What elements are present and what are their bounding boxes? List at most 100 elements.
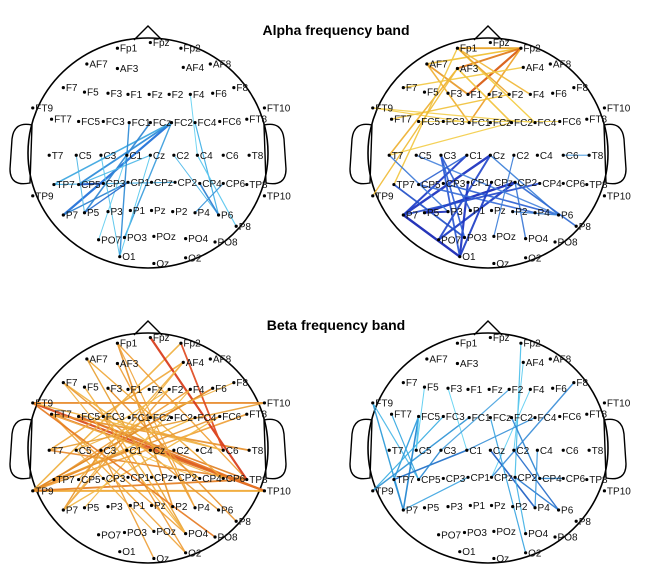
electrode-dot-CP6 <box>221 476 225 481</box>
connection-FT9-FC4 <box>372 107 536 124</box>
electrode-dot-CP2 <box>173 180 177 184</box>
electrode-label-C1: C1 <box>129 151 142 162</box>
electrode-label-T7: T7 <box>392 446 404 457</box>
electrode-dot-AF7 <box>425 62 429 66</box>
electrode-label-C5: C5 <box>419 446 432 457</box>
connection-CP4-C1 <box>126 449 201 479</box>
electrode-label-Fp1: Fp1 <box>460 44 478 55</box>
electrode-label-FC4: FC4 <box>538 118 557 129</box>
connection-O1-CP1 <box>458 181 470 258</box>
electrode-dot-TP8 <box>585 477 589 482</box>
electrode-label-C6: C6 <box>226 446 239 457</box>
electrode-label-P5: P5 <box>427 503 440 514</box>
electrode-label-PO8: PO8 <box>218 238 238 249</box>
electrode-dot-F5 <box>82 90 87 94</box>
connection-Cz-O1 <box>119 154 151 258</box>
electrode-dot-CPz <box>489 180 494 184</box>
connection-F5-C5 <box>415 386 425 451</box>
electrode-dot-F2 <box>507 92 511 96</box>
connection-CP4-P6 <box>198 182 220 216</box>
electrode-dot-PO4 <box>184 237 188 241</box>
electrode-dot-Pz <box>149 208 154 213</box>
electrode-label-FC6: FC6 <box>562 412 581 423</box>
connection-CP6-FT7 <box>50 413 224 480</box>
electrode-dot-CP6 <box>561 181 565 186</box>
electrode-dot-C6 <box>221 448 225 452</box>
electrode-label-CP6: CP6 <box>566 179 586 190</box>
electrode-label-CP4: CP4 <box>202 474 222 485</box>
electrode-label-P4: P4 <box>538 208 551 219</box>
electrode-dot-CP5 <box>77 182 81 187</box>
electrode-label-C3: C3 <box>103 151 116 162</box>
beta-band-title: Beta frequency band <box>266 317 406 333</box>
connection-F4-CPz <box>491 388 531 478</box>
connection-Oz-C3 <box>100 449 155 560</box>
electrode-dot-P6 <box>216 508 221 512</box>
electrode-dot-FC1 <box>127 120 131 125</box>
connection-PO4-CP2 <box>514 181 527 240</box>
electrode-label-F3: F3 <box>451 89 463 100</box>
electrode-label-AF7: AF7 <box>429 354 448 365</box>
connection-P7-C1 <box>402 154 468 216</box>
electrode-label-F7: F7 <box>406 83 418 94</box>
electrode-label-F5: F5 <box>427 88 439 99</box>
electrode-label-P2: P2 <box>515 207 528 218</box>
electrode-label-Oz: Oz <box>156 259 169 270</box>
electrode-dot-PO7 <box>97 533 101 537</box>
electrode-dot-TP8 <box>245 477 249 482</box>
electrode-dot-Cz <box>488 153 492 157</box>
electrode-dot-Cz <box>488 448 492 452</box>
electrode-dot-PO7 <box>437 238 441 242</box>
electrode-dot-F6 <box>211 386 215 390</box>
electrode-label-PO4: PO4 <box>528 234 548 245</box>
connection-CP2-P6 <box>514 476 560 511</box>
electrode-label-AF7: AF7 <box>429 59 448 70</box>
electrode-label-AF8: AF8 <box>213 354 232 365</box>
electrode-dot-Fp1 <box>115 46 120 50</box>
electrode-dot-F8 <box>232 381 236 385</box>
electrode-label-P7: P7 <box>406 210 419 221</box>
electrode-dot-AF3 <box>455 66 460 71</box>
electrode-label-Oz: Oz <box>156 554 169 565</box>
electrode-dot-FC5 <box>417 119 421 124</box>
electrode-dot-PO7 <box>437 533 441 537</box>
electrode-label-CP2: CP2 <box>178 473 198 484</box>
electrode-label-FC3: FC3 <box>106 117 125 128</box>
electrode-label-F4: F4 <box>533 385 545 396</box>
electrode-label-P5: P5 <box>87 208 100 219</box>
electrode-label-F4: F4 <box>193 385 205 396</box>
electrode-dot-FT7 <box>389 117 394 121</box>
electrode-dot-FCz <box>148 120 152 125</box>
electrode-label-TP9: TP9 <box>35 486 54 497</box>
electrode-dot-CP2 <box>513 180 517 184</box>
electrode-dot-F7 <box>61 381 65 385</box>
electrode-dot-TP9 <box>371 489 375 493</box>
electrode-label-T7: T7 <box>52 151 64 162</box>
electrode-label-C1: C1 <box>469 446 482 457</box>
electrode-label-C5: C5 <box>419 151 432 162</box>
connection-AF7-Fp2 <box>426 47 522 65</box>
connection-P5-FCz <box>83 121 152 214</box>
electrode-dot-AF4 <box>181 360 185 364</box>
electrode-label-P5: P5 <box>87 503 100 514</box>
nose <box>133 25 163 41</box>
electrode-dot-CP1 <box>466 475 470 479</box>
electrode-label-P3: P3 <box>451 207 464 218</box>
electrode-dot-PO8 <box>213 535 217 539</box>
electrode-label-POz: POz <box>156 232 175 243</box>
electrode-dot-C5 <box>74 153 78 157</box>
electrode-dot-Pz <box>489 208 494 213</box>
electrode-dot-P4 <box>533 211 537 215</box>
electrode-label-C5: C5 <box>79 151 92 162</box>
connection-FC2-PO3 <box>123 121 173 239</box>
electrode-dot-T8 <box>587 448 591 452</box>
electrode-dot-F4 <box>188 92 192 96</box>
connection-FCz-O2 <box>489 416 527 554</box>
electrode-label-F8: F8 <box>576 83 588 94</box>
electrode-label-FC6: FC6 <box>222 117 241 128</box>
electrode-dot-FT9 <box>31 401 35 405</box>
electrode-dot-FC3 <box>101 119 105 124</box>
electrode-label-F8: F8 <box>576 378 588 389</box>
connection-F5-PO4 <box>83 386 187 535</box>
electrode-label-CP4: CP4 <box>542 474 562 485</box>
